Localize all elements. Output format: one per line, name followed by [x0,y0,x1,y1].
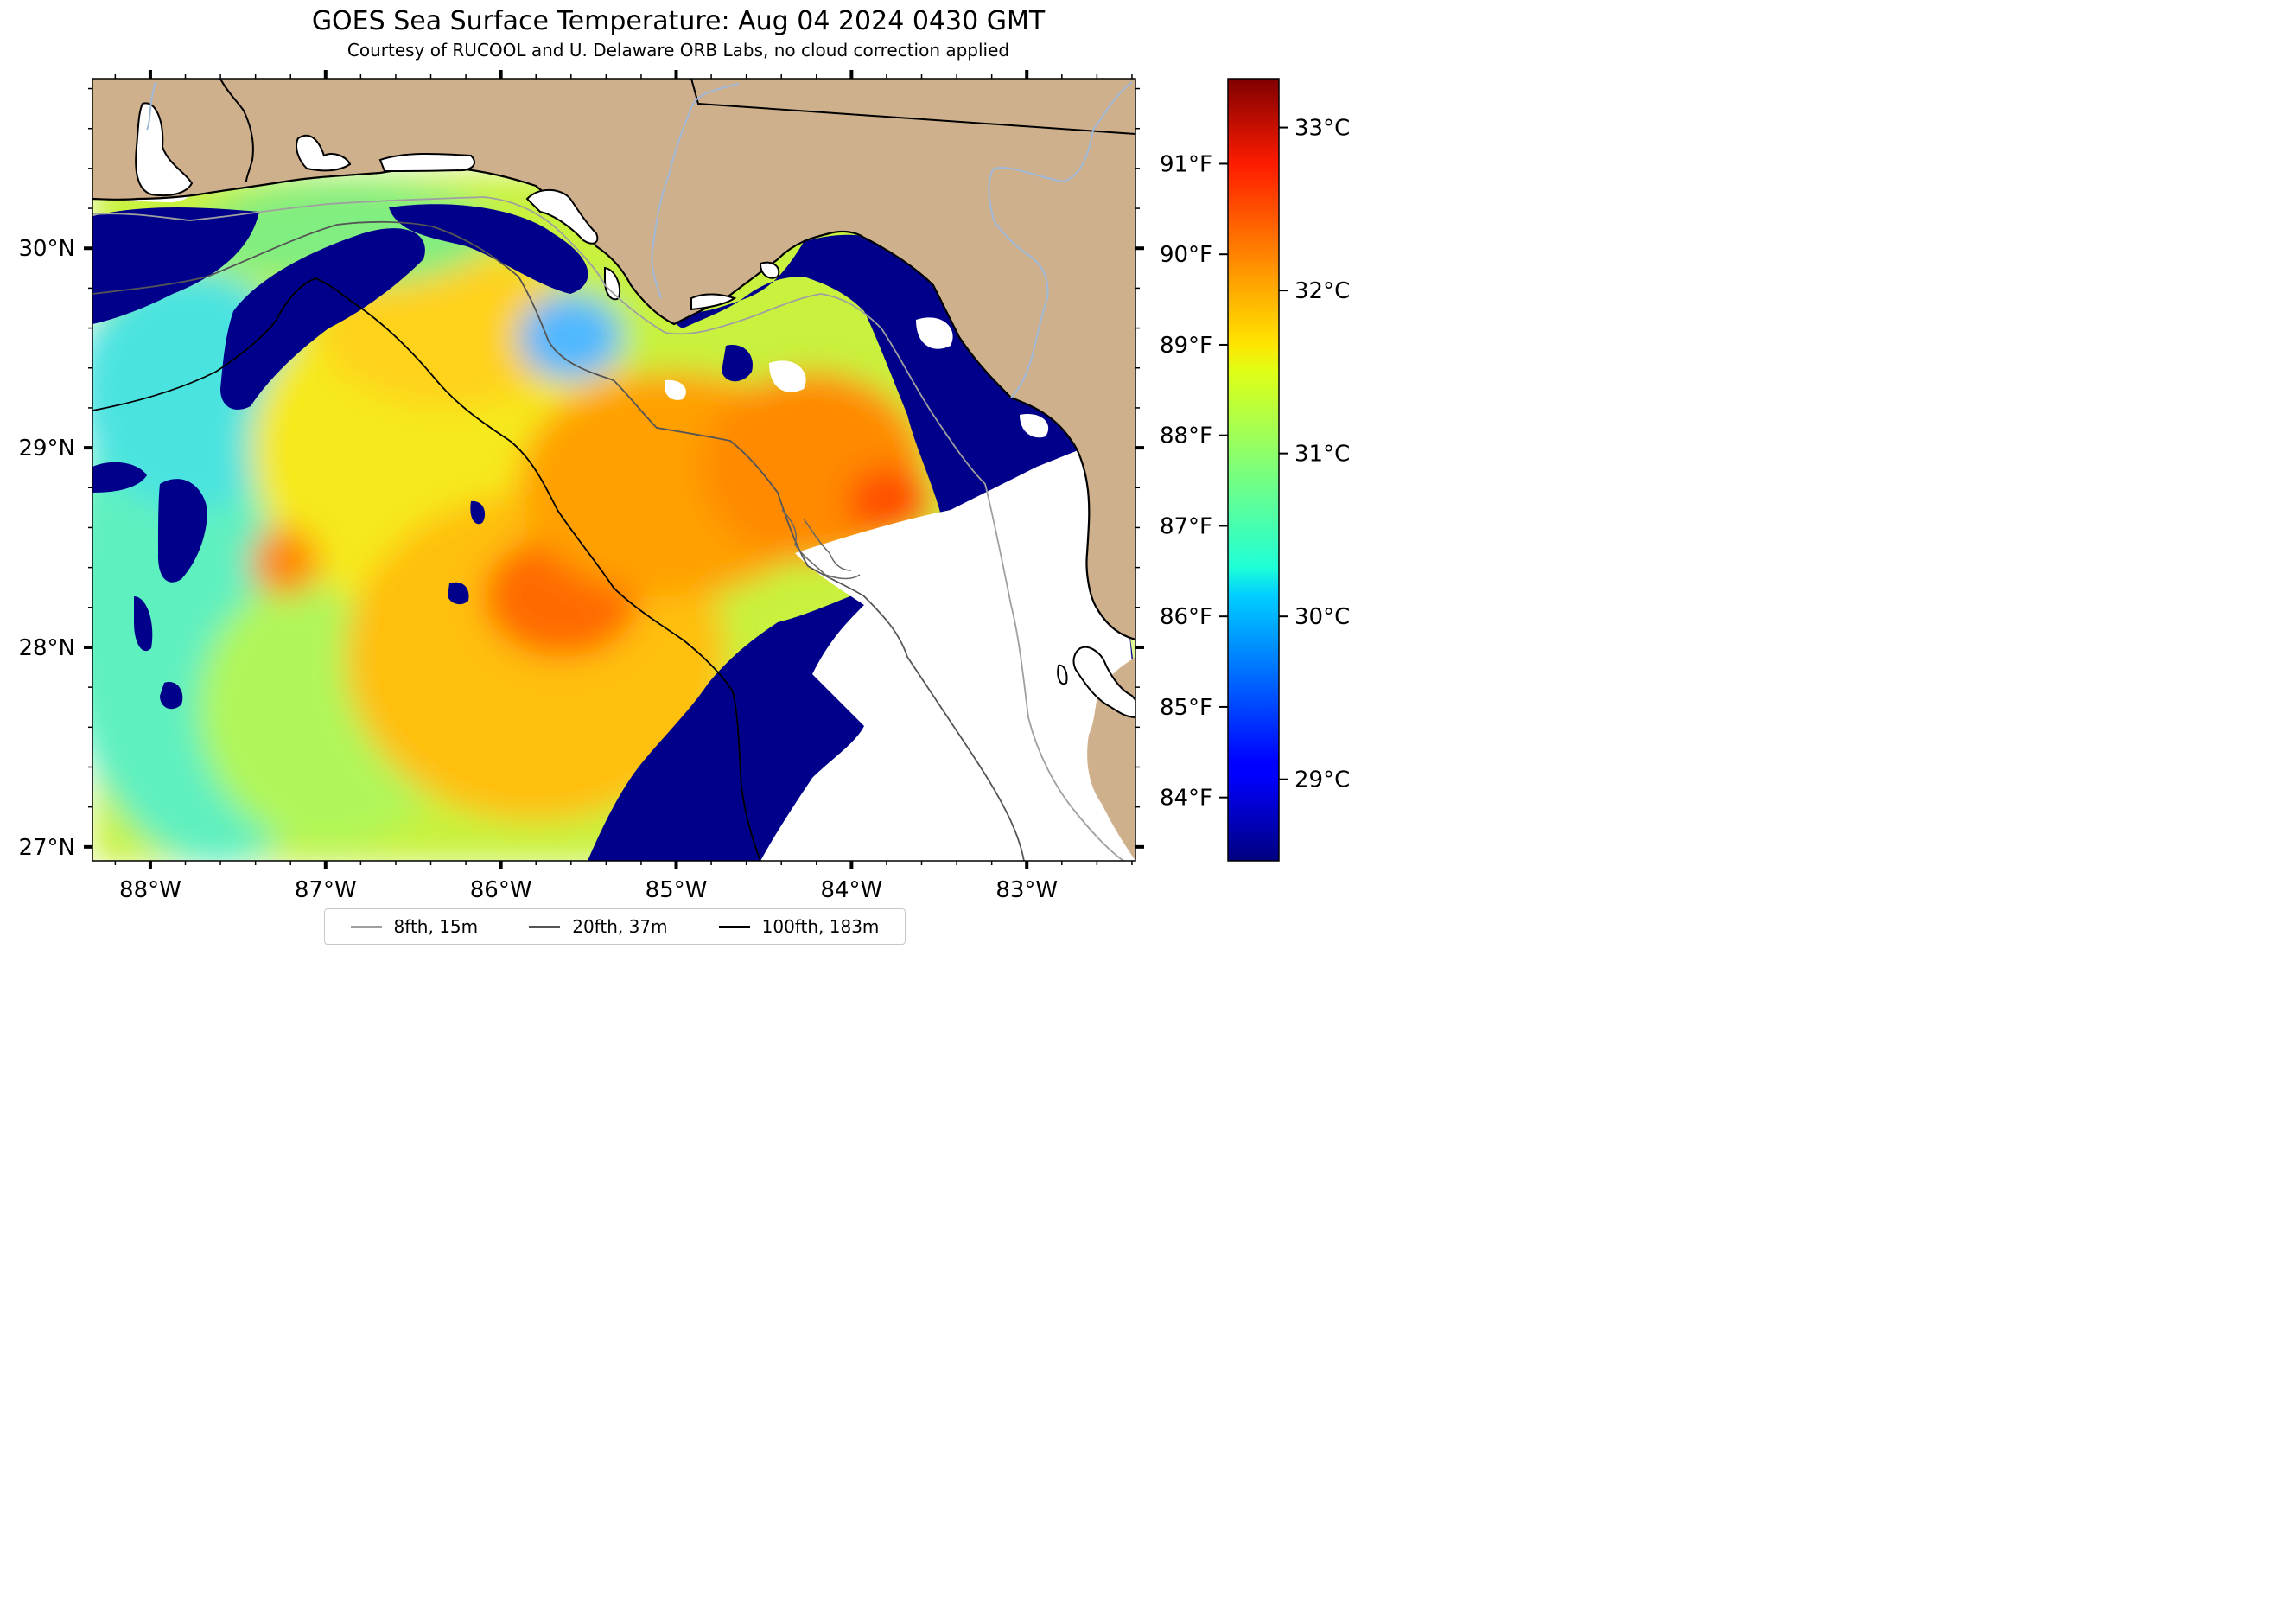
legend-swatch-100fth [718,925,750,928]
lat-tick-label: 27°N [18,835,75,861]
colorbar-celsius-label: 31°C [1294,442,1350,468]
colorbar-celsius-label: 30°C [1294,604,1350,630]
legend-swatch-20fth [529,925,561,928]
legend-item-8fth: 8fth, 15m [350,916,479,937]
isobaths [92,196,1124,861]
map-frame [92,78,1136,862]
isobath-20fth [92,220,1025,861]
colorbar-fahrenheit-label: 84°F [1160,786,1212,812]
colorbar-fahrenheit-ticks: 84°F 85°F 86°F 87°F 88°F 89°F 90°F 91°F [1160,151,1228,812]
legend-swatch-8fth [350,925,382,928]
colorbar-fahrenheit-label: 89°F [1160,333,1212,359]
legend-item-20fth: 20fth, 37m [529,916,668,937]
land-mass [92,79,1135,861]
lat-tick-label: 29°N [18,436,75,462]
legend-label-8fth: 8fth, 15m [393,916,479,937]
coastal-bays [135,102,780,311]
bigbend-contours [781,509,861,580]
tampa-bay [1057,646,1135,719]
legend-label-100fth: 100fth, 183m [761,916,880,937]
chart-subtitle: Courtesy of RUCOOL and U. Delaware ORB L… [347,40,1010,61]
minor-ticks [88,74,1140,865]
colorbar-fahrenheit-label: 85°F [1160,695,1212,721]
title-block: GOES Sea Surface Temperature: Aug 04 202… [0,5,1357,62]
colorbar-celsius-label: 29°C [1294,767,1350,793]
isobath-8fth [92,196,1124,861]
map-area [92,79,1135,861]
isobath-100fth [92,277,761,861]
colorbar-fahrenheit-label: 86°F [1160,604,1212,630]
longitude-axis: 88°W 87°W 86°W 85°W 84°W 83°W [119,70,1058,903]
lon-tick-label: 86°W [470,877,532,903]
colorbar-celsius-label: 32°C [1294,278,1350,304]
state-border [690,79,1135,135]
lon-tick-label: 85°W [646,877,708,903]
colorbar [1227,78,1280,862]
colorbar-fahrenheit-label: 90°F [1160,242,1212,268]
legend-label-20fth: 20fth, 37m [572,916,668,937]
lon-tick-label: 83°W [995,877,1058,903]
colorbar-fahrenheit-label: 88°F [1160,424,1212,449]
chart-title: GOES Sea Surface Temperature: Aug 04 202… [311,6,1046,36]
rivers [146,81,1133,398]
colorbar-fahrenheit-label: 91°F [1160,151,1212,177]
colorbar-celsius-ticks: 29°C 30°C 31°C 32°C 33°C [1279,116,1350,793]
state-border [219,79,254,182]
lat-tick-label: 30°N [18,236,75,262]
legend-item-100fth: 100fth, 183m [718,916,880,937]
coastline [92,165,1135,641]
lon-tick-label: 87°W [295,877,357,903]
isobath-legend: 8fth, 15m 20fth, 37m 100fth, 183m [324,908,906,945]
lat-tick-label: 28°N [18,635,75,661]
colorbar-fahrenheit-label: 87°F [1160,513,1212,539]
lon-tick-label: 84°W [820,877,882,903]
lon-tick-label: 88°W [119,877,181,903]
colorbar-celsius-label: 33°C [1294,116,1350,142]
